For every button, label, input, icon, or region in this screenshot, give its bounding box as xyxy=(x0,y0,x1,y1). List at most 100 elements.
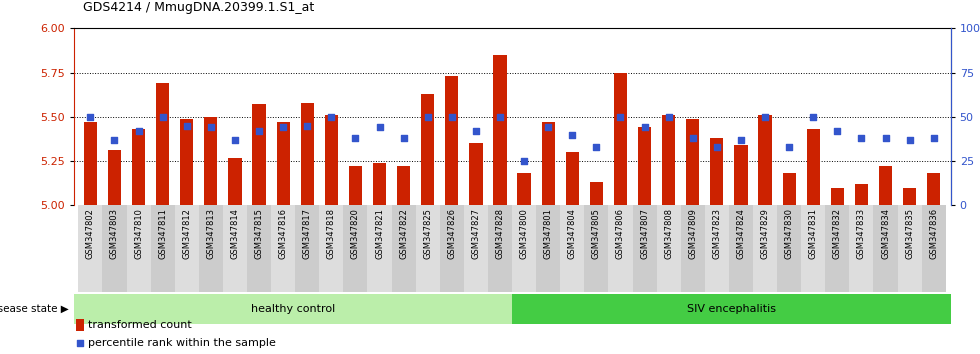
Point xyxy=(661,114,676,120)
Point xyxy=(323,114,339,120)
Text: GSM347816: GSM347816 xyxy=(278,208,288,259)
Bar xyxy=(903,188,916,205)
Bar xyxy=(536,205,561,292)
Bar xyxy=(512,205,536,292)
Text: GDS4214 / MmugDNA.20399.1.S1_at: GDS4214 / MmugDNA.20399.1.S1_at xyxy=(83,1,315,14)
Text: GSM347833: GSM347833 xyxy=(857,208,866,259)
Text: GSM347817: GSM347817 xyxy=(303,208,312,259)
Bar xyxy=(373,163,386,205)
Bar xyxy=(681,205,705,292)
Bar xyxy=(440,205,464,292)
Bar xyxy=(180,119,193,205)
Bar xyxy=(445,76,459,205)
Bar xyxy=(295,205,319,292)
Text: disease state ▶: disease state ▶ xyxy=(0,304,69,314)
Bar xyxy=(825,205,850,292)
Bar xyxy=(662,115,675,205)
Point xyxy=(829,128,845,134)
Point xyxy=(540,125,556,130)
Bar xyxy=(103,205,126,292)
Text: GSM347808: GSM347808 xyxy=(664,208,673,259)
Text: GSM347814: GSM347814 xyxy=(230,208,239,259)
Point xyxy=(179,123,195,129)
Bar xyxy=(855,184,868,205)
Bar xyxy=(421,94,434,205)
Text: GSM347828: GSM347828 xyxy=(496,208,505,259)
Bar xyxy=(632,205,657,292)
Point xyxy=(203,125,219,130)
Bar xyxy=(75,319,83,331)
Bar xyxy=(349,166,362,205)
Bar xyxy=(397,166,411,205)
Text: GSM347807: GSM347807 xyxy=(640,208,649,259)
Bar xyxy=(927,173,941,205)
Point xyxy=(564,132,580,137)
Bar xyxy=(319,205,343,292)
Point xyxy=(806,114,821,120)
Text: GSM347809: GSM347809 xyxy=(688,208,698,259)
Point xyxy=(637,125,653,130)
Bar xyxy=(108,150,122,205)
Text: GSM347823: GSM347823 xyxy=(712,208,721,259)
Text: GSM347804: GSM347804 xyxy=(567,208,577,259)
Bar xyxy=(493,55,507,205)
Point xyxy=(82,114,98,120)
Bar xyxy=(74,294,512,324)
Bar xyxy=(898,205,921,292)
Bar xyxy=(343,205,368,292)
Bar xyxy=(777,205,802,292)
Bar xyxy=(705,205,729,292)
Text: GSM347835: GSM347835 xyxy=(906,208,914,259)
Bar xyxy=(416,205,440,292)
Point xyxy=(612,114,628,120)
Bar xyxy=(132,129,145,205)
Bar xyxy=(78,205,103,292)
Bar xyxy=(921,205,946,292)
Text: GSM347810: GSM347810 xyxy=(134,208,143,259)
Bar xyxy=(151,205,174,292)
Text: transformed count: transformed count xyxy=(87,320,191,330)
Text: GSM347811: GSM347811 xyxy=(158,208,168,259)
Text: GSM347832: GSM347832 xyxy=(833,208,842,259)
Bar xyxy=(613,73,627,205)
Point xyxy=(902,137,917,143)
Bar xyxy=(590,182,603,205)
Bar xyxy=(517,173,531,205)
Point xyxy=(516,158,532,164)
Text: GSM347834: GSM347834 xyxy=(881,208,890,259)
Point xyxy=(130,128,146,134)
Text: GSM347820: GSM347820 xyxy=(351,208,360,259)
Point xyxy=(342,259,358,265)
Point xyxy=(348,135,364,141)
Bar xyxy=(850,205,873,292)
Text: GSM347822: GSM347822 xyxy=(399,208,408,259)
Text: GSM347824: GSM347824 xyxy=(736,208,746,259)
Point xyxy=(854,135,869,141)
Bar xyxy=(873,205,898,292)
Text: GSM347803: GSM347803 xyxy=(110,208,119,259)
Text: GSM347831: GSM347831 xyxy=(808,208,817,259)
Point xyxy=(155,114,171,120)
Bar xyxy=(759,115,771,205)
Text: GSM347802: GSM347802 xyxy=(86,208,95,259)
Point xyxy=(492,114,508,120)
Point xyxy=(733,137,749,143)
Point xyxy=(396,135,412,141)
Bar xyxy=(657,205,681,292)
Text: GSM347815: GSM347815 xyxy=(255,208,264,259)
Point xyxy=(300,123,316,129)
Point xyxy=(758,114,773,120)
Bar xyxy=(253,104,266,205)
Text: GSM347801: GSM347801 xyxy=(544,208,553,259)
Bar xyxy=(247,205,271,292)
Bar xyxy=(638,127,651,205)
Bar xyxy=(879,166,892,205)
Text: GSM347829: GSM347829 xyxy=(760,208,769,259)
Bar xyxy=(802,205,825,292)
Point xyxy=(371,125,387,130)
Bar xyxy=(276,122,290,205)
Point xyxy=(468,128,484,134)
Point xyxy=(251,128,267,134)
Bar xyxy=(542,122,555,205)
Bar xyxy=(584,205,609,292)
